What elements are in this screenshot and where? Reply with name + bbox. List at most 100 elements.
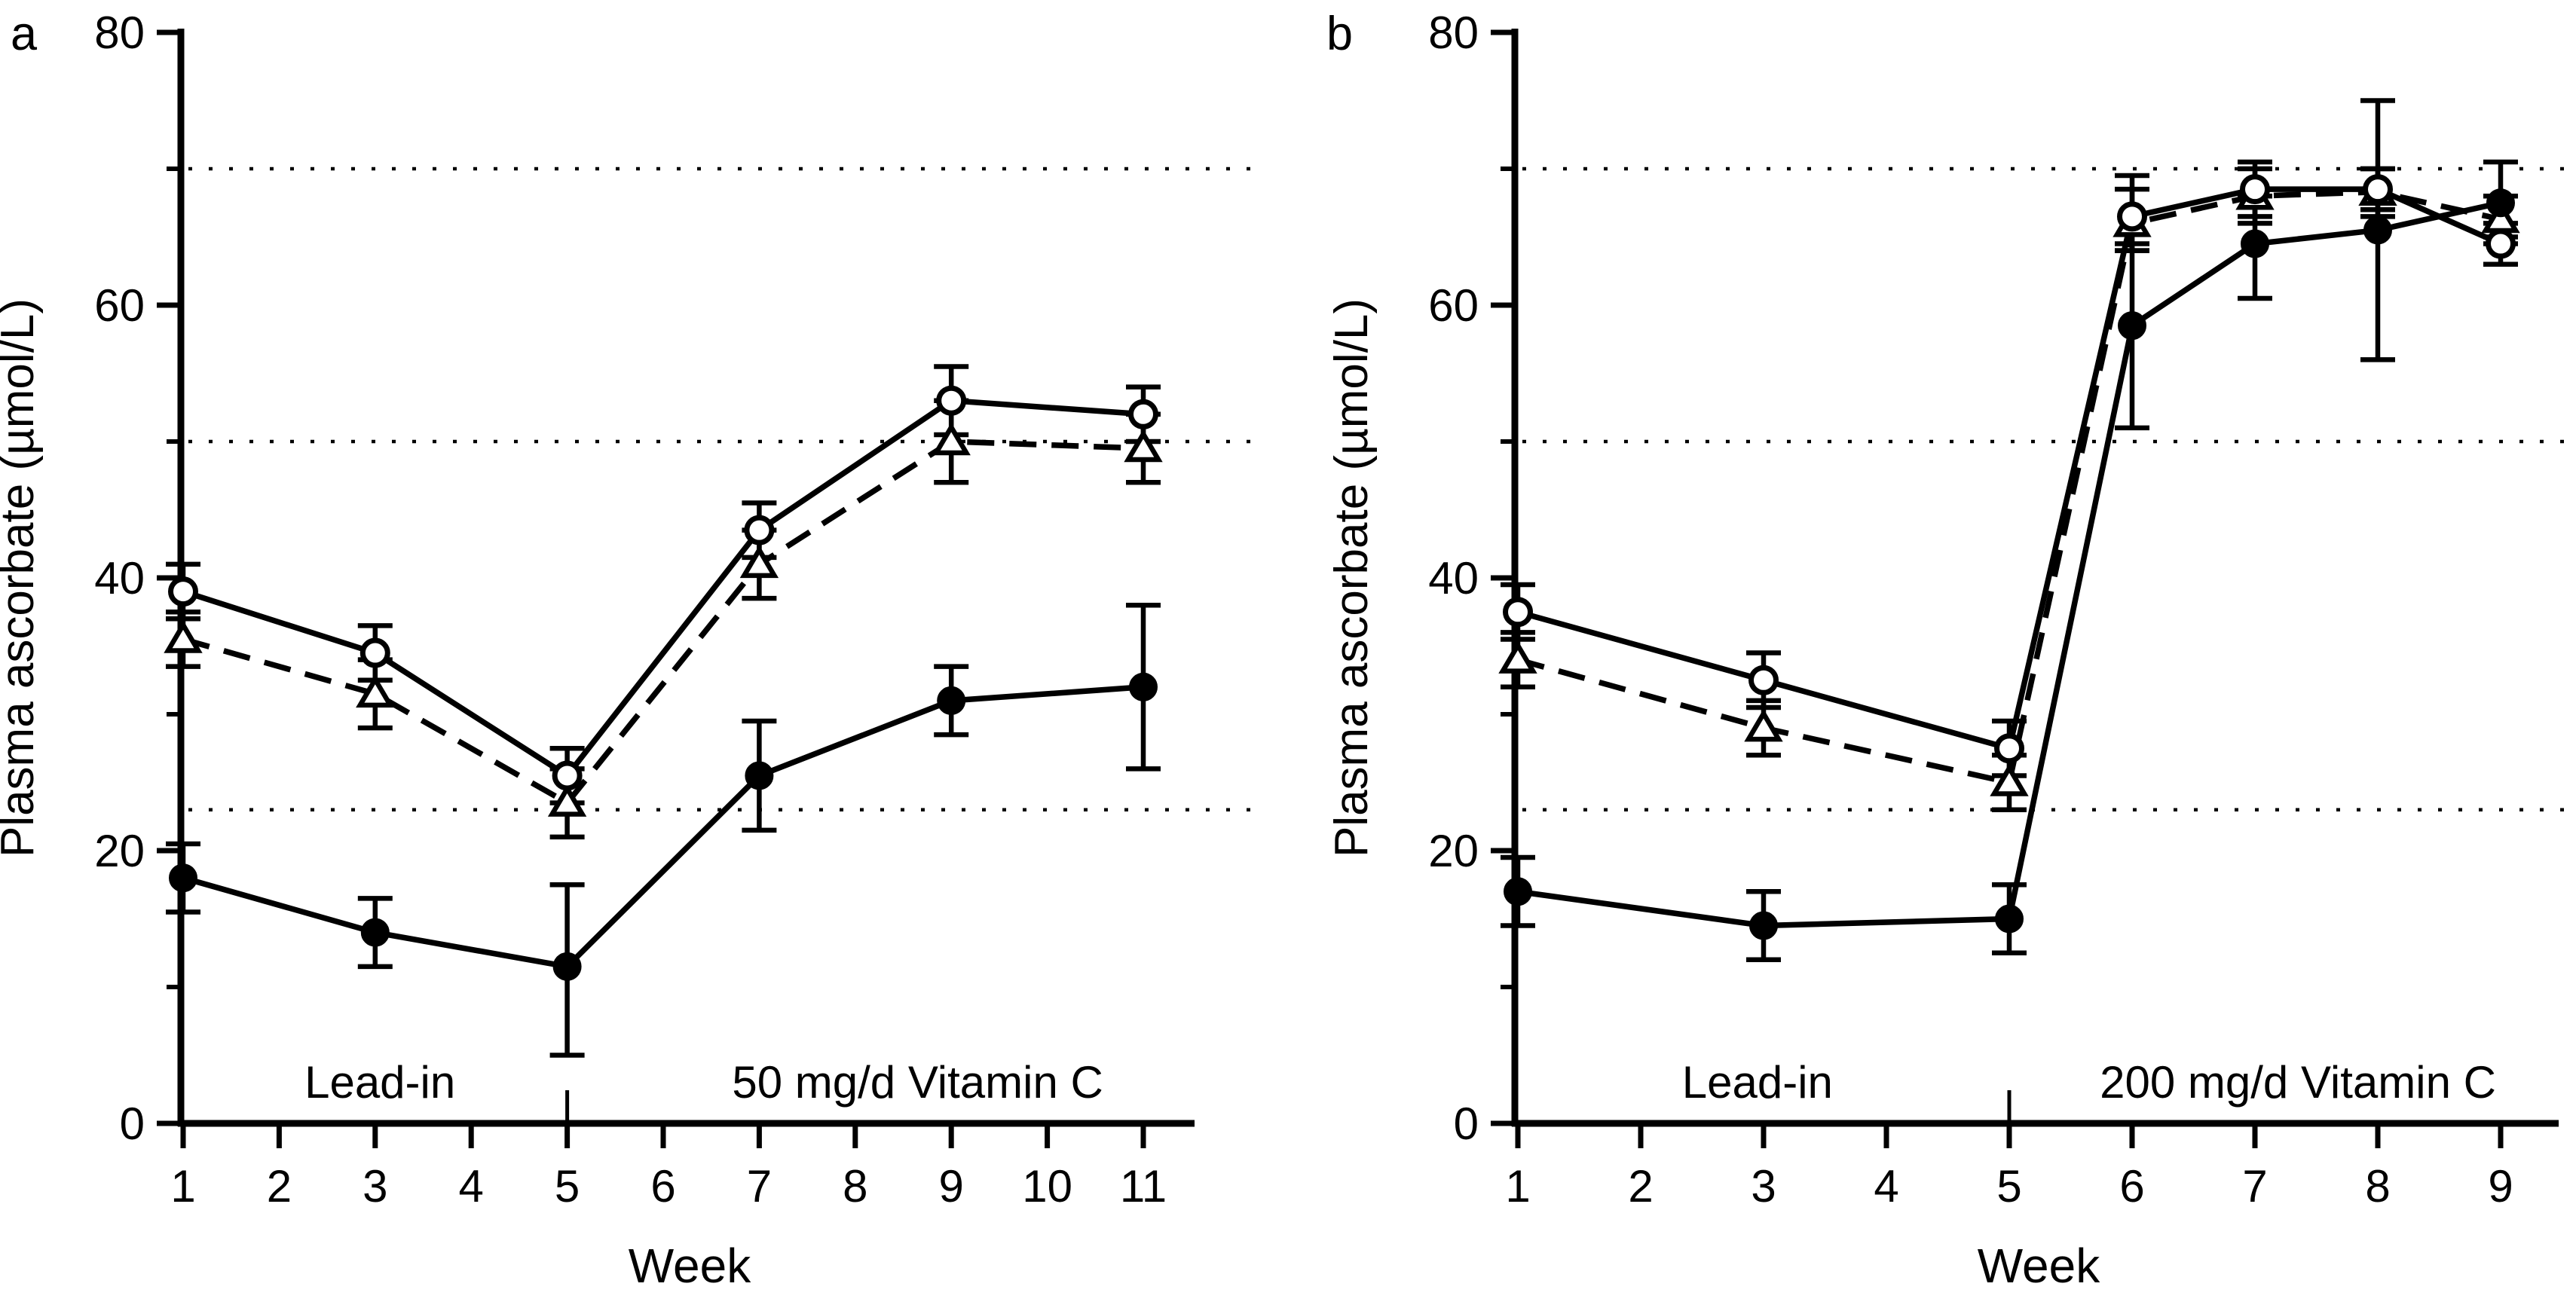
x-axis-ticks: 1 2 3 4 5 6 7 8 9 [1505,1123,2513,1212]
x-tick-label: 1 [1505,1161,1530,1212]
open-circle-marker [1128,399,1158,429]
phase-label: Lead-in [1682,1057,1833,1108]
filled-circle-marker [552,952,582,981]
y-tick-label: 20 [94,826,145,876]
open-circle-marker [2363,174,2393,205]
open-triangle-marker [164,620,203,653]
series-lines [182,397,1144,970]
series-lines [1516,186,2502,929]
y-axis-title: Plasma ascorbate (µmol/L) [1326,298,1378,857]
phase-label: 50 mg/d Vitamin C [732,1057,1103,1108]
filled-circle-marker [1995,904,2024,934]
open-circle-markers [1503,174,2516,764]
open-circle-line [182,397,1144,779]
open-circle-marker [1748,665,1779,695]
filled-circle-marker [1749,911,1778,940]
x-tick-label: 3 [363,1161,387,1212]
open-circle-marker [936,385,967,416]
x-axis-ticks: 1 2 3 4 5 6 7 8 9 10 11 [170,1123,1167,1212]
open-circle-line [1516,186,2502,751]
y-tick-label: 80 [94,8,145,58]
x-tick-label: 3 [1751,1161,1776,1212]
filled-circle-marker [360,918,390,947]
y-axis-ticks: 0 20 40 60 80 [1428,8,1515,1149]
open-circle-marker [2486,228,2516,259]
filled-circle-line [182,684,1144,970]
panel-letter: b [1326,8,1353,60]
axes [1511,29,2559,1127]
open-circle-marker [552,760,583,791]
x-tick-label: 2 [267,1161,292,1212]
y-tick-label: 40 [94,553,145,604]
open-circle-marker [744,515,775,545]
x-tick-label: 4 [1874,1161,1898,1212]
x-axis-title: Week [629,1239,751,1293]
x-tick-label: 11 [1120,1161,1167,1212]
x-tick-label: 8 [2365,1161,2390,1212]
filled-circle-marker [937,686,966,715]
x-tick-label: 1 [170,1161,195,1212]
open-circle-marker [2117,201,2147,232]
filled-circle-error-bars [166,602,1161,1058]
open-circle-marker [1503,597,1533,628]
x-tick-label: 2 [1628,1161,1653,1212]
y-tick-label: 0 [120,1099,145,1149]
open-triangle-marker [1990,763,2029,796]
open-triangle-line [182,439,1144,806]
x-axis-title: Week [1978,1239,2100,1293]
open-triangle-marker [1744,708,1783,742]
phase-label: Lead-in [304,1057,455,1108]
open-circle-marker [359,637,390,668]
filled-circle-marker [745,761,774,790]
x-tick-label: 5 [555,1161,580,1212]
open-triangle-marker [1498,640,1537,674]
panel-a: 0 20 40 60 80 1 2 3 4 5 6 7 8 9 10 11 Lead-in 50 mg/d Vit… [0,8,1253,1293]
open-circle-marker [168,576,198,607]
filled-circle-markers [169,672,1158,981]
open-triangle-error-bars [1501,166,2518,812]
open-circle-error-bars [166,364,1161,805]
y-tick-label: 60 [1428,280,1479,331]
filled-circle-marker [2118,311,2146,341]
open-triangle-line [1516,189,2501,786]
open-triangle-marker [1124,429,1163,463]
x-tick-label: 7 [747,1161,772,1212]
open-circle-error-bars [1501,159,2518,778]
open-triangle-marker [739,545,779,579]
open-triangle-marker [356,674,395,708]
axes [177,29,1195,1127]
open-circle-marker [1994,733,2024,764]
filled-circle-markers [1504,188,2515,940]
reference-lines [1522,167,2571,811]
panel-b: 0 20 40 60 80 1 2 3 4 5 6 7 8 9 Lead-in 200 mg/d Vitami… [1326,8,2571,1293]
x-tick-label: 7 [2242,1161,2267,1212]
panel-letter: a [11,8,38,60]
error-bars [166,364,1161,1058]
y-axis-ticks: 0 20 40 60 80 [94,8,181,1149]
phase-annotations: Lead-in 200 mg/d Vitamin C [1682,1057,2496,1108]
open-circle-marker [2240,174,2270,205]
filled-circle-marker [2363,215,2392,245]
y-tick-label: 0 [1454,1099,1479,1149]
phase-label: 200 mg/d Vitamin C [2100,1057,2496,1108]
x-tick-label: 6 [2119,1161,2144,1212]
open-circle-markers [168,385,1158,791]
filled-circle-marker [2241,229,2269,258]
y-tick-label: 80 [1428,8,1479,58]
y-tick-label: 40 [1428,553,1479,604]
x-tick-label: 9 [939,1161,964,1212]
x-tick-label: 6 [650,1161,675,1212]
y-tick-label: 60 [94,280,145,331]
phase-annotations: Lead-in 50 mg/d Vitamin C [304,1057,1103,1108]
y-tick-label: 20 [1428,826,1479,876]
open-triangle-error-bars [166,398,1161,840]
filled-circle-marker [169,863,197,893]
filled-circle-line [1517,200,2501,929]
filled-circle-marker [1504,877,1532,906]
x-tick-label: 4 [459,1161,484,1212]
x-tick-label: 8 [843,1161,867,1212]
filled-circle-marker [2486,188,2515,218]
x-tick-label: 9 [2488,1161,2513,1212]
reference-lines [188,167,1253,811]
